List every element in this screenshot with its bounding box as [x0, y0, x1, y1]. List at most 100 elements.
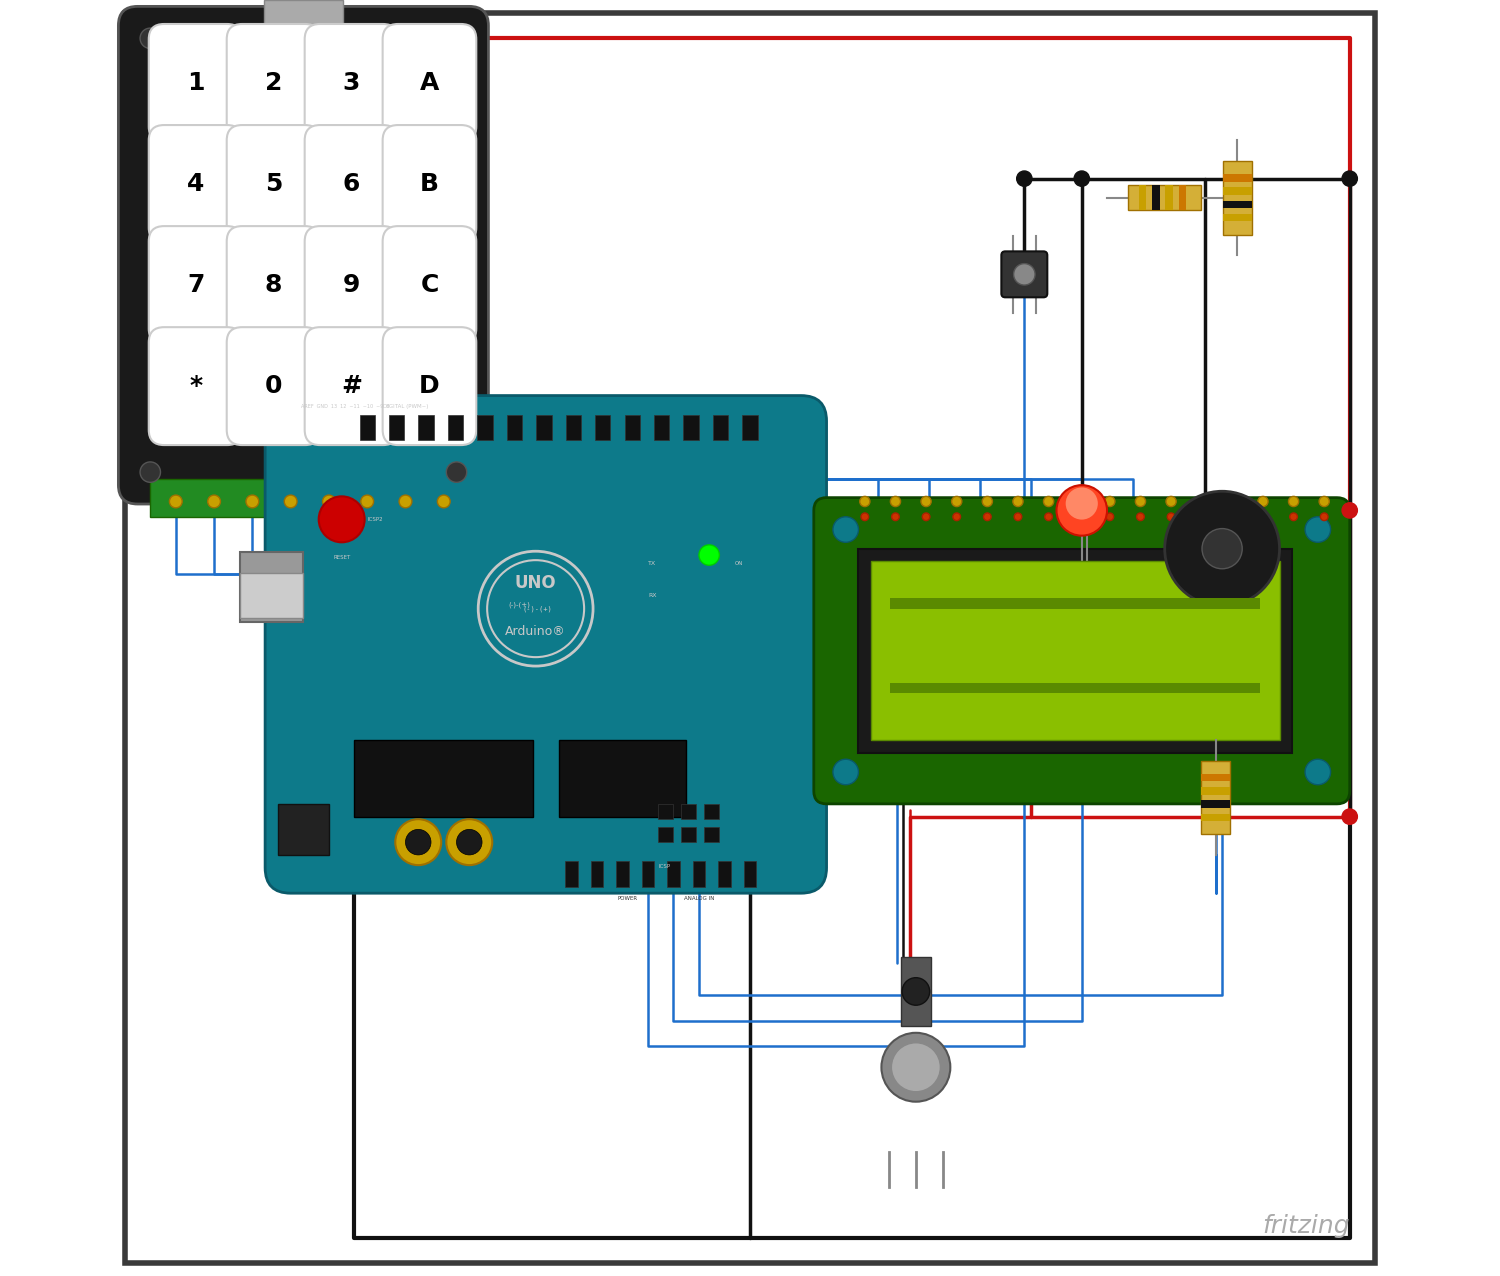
- Text: 0: 0: [266, 374, 282, 398]
- Bar: [1202, 814, 1230, 820]
- FancyBboxPatch shape: [148, 24, 243, 142]
- Text: ICSP2: ICSP2: [368, 517, 382, 522]
- Circle shape: [478, 551, 592, 666]
- FancyBboxPatch shape: [382, 327, 477, 445]
- Circle shape: [1013, 496, 1023, 507]
- Circle shape: [1258, 496, 1268, 507]
- Bar: [624, 415, 640, 440]
- Text: Arduino®: Arduino®: [506, 625, 566, 638]
- Bar: [1166, 185, 1173, 211]
- Bar: [654, 415, 669, 440]
- Bar: [681, 827, 696, 842]
- Circle shape: [318, 496, 364, 542]
- Circle shape: [285, 495, 297, 508]
- Circle shape: [1167, 513, 1174, 521]
- Bar: [419, 415, 434, 440]
- Text: RESET: RESET: [333, 555, 351, 560]
- Text: D: D: [419, 374, 440, 398]
- Bar: [1202, 787, 1230, 795]
- Bar: [566, 861, 578, 887]
- Text: UNO: UNO: [514, 574, 556, 592]
- Circle shape: [1104, 496, 1114, 507]
- Circle shape: [399, 495, 412, 508]
- Circle shape: [1198, 513, 1206, 521]
- FancyBboxPatch shape: [815, 498, 1350, 804]
- Text: *: *: [189, 374, 202, 398]
- Bar: [388, 415, 405, 440]
- FancyBboxPatch shape: [226, 226, 321, 345]
- Circle shape: [1137, 513, 1144, 521]
- Bar: [668, 861, 680, 887]
- Circle shape: [1258, 513, 1268, 521]
- Circle shape: [891, 513, 900, 521]
- Circle shape: [1074, 171, 1089, 186]
- Circle shape: [170, 495, 182, 508]
- Circle shape: [246, 495, 258, 508]
- Bar: [558, 740, 686, 817]
- Text: 4: 4: [188, 172, 204, 197]
- Circle shape: [1305, 517, 1330, 542]
- Bar: [264, 0, 344, 32]
- FancyBboxPatch shape: [304, 327, 399, 445]
- Bar: [1222, 200, 1252, 208]
- FancyBboxPatch shape: [382, 125, 477, 242]
- Circle shape: [1065, 487, 1098, 519]
- Bar: [900, 957, 932, 1026]
- Circle shape: [1197, 496, 1208, 507]
- Bar: [1222, 214, 1252, 221]
- Circle shape: [952, 513, 960, 521]
- Circle shape: [1056, 485, 1107, 536]
- FancyBboxPatch shape: [148, 226, 243, 345]
- Text: (-)-(+): (-)-(+): [509, 601, 530, 609]
- FancyBboxPatch shape: [304, 226, 399, 345]
- FancyBboxPatch shape: [148, 327, 243, 445]
- Bar: [1152, 185, 1160, 211]
- Bar: [507, 415, 522, 440]
- Bar: [616, 861, 628, 887]
- Text: #: #: [340, 374, 362, 398]
- FancyBboxPatch shape: [304, 125, 399, 242]
- Circle shape: [951, 496, 962, 507]
- Circle shape: [1320, 513, 1328, 521]
- Bar: [718, 861, 730, 887]
- Circle shape: [1227, 496, 1238, 507]
- Bar: [658, 827, 674, 842]
- Bar: [536, 415, 552, 440]
- Circle shape: [859, 496, 870, 507]
- FancyBboxPatch shape: [382, 24, 477, 142]
- FancyBboxPatch shape: [226, 125, 321, 242]
- Bar: [150, 478, 456, 517]
- Text: 5: 5: [266, 172, 282, 197]
- Circle shape: [1228, 513, 1236, 521]
- Circle shape: [982, 496, 993, 507]
- Text: fritzing: fritzing: [1262, 1213, 1350, 1238]
- Circle shape: [1106, 513, 1113, 521]
- Text: 6: 6: [344, 172, 360, 197]
- Circle shape: [833, 759, 858, 785]
- Circle shape: [882, 1032, 951, 1101]
- Text: ANALOG IN: ANALOG IN: [684, 896, 714, 901]
- Text: POWER: POWER: [618, 896, 638, 901]
- Circle shape: [1202, 528, 1242, 569]
- Bar: [712, 415, 728, 440]
- FancyBboxPatch shape: [226, 327, 321, 445]
- Circle shape: [1046, 513, 1053, 521]
- Text: 2: 2: [266, 71, 282, 94]
- Text: C: C: [420, 273, 438, 297]
- Bar: [858, 549, 1293, 753]
- Text: (-)-(+): (-)-(+): [522, 605, 552, 612]
- Circle shape: [1342, 809, 1358, 824]
- Bar: [1222, 161, 1252, 235]
- Circle shape: [488, 560, 584, 657]
- Bar: [742, 415, 758, 440]
- Text: A: A: [420, 71, 440, 94]
- Text: AREF  GND  13  12  ~11  ~10  ~9  8: AREF GND 13 12 ~11 ~10 ~9 8: [302, 404, 388, 410]
- Circle shape: [1074, 496, 1084, 507]
- Bar: [448, 415, 464, 440]
- FancyBboxPatch shape: [304, 24, 399, 142]
- FancyBboxPatch shape: [226, 24, 321, 142]
- FancyBboxPatch shape: [266, 396, 827, 893]
- Circle shape: [1014, 264, 1035, 285]
- Circle shape: [861, 513, 868, 521]
- Circle shape: [447, 28, 466, 48]
